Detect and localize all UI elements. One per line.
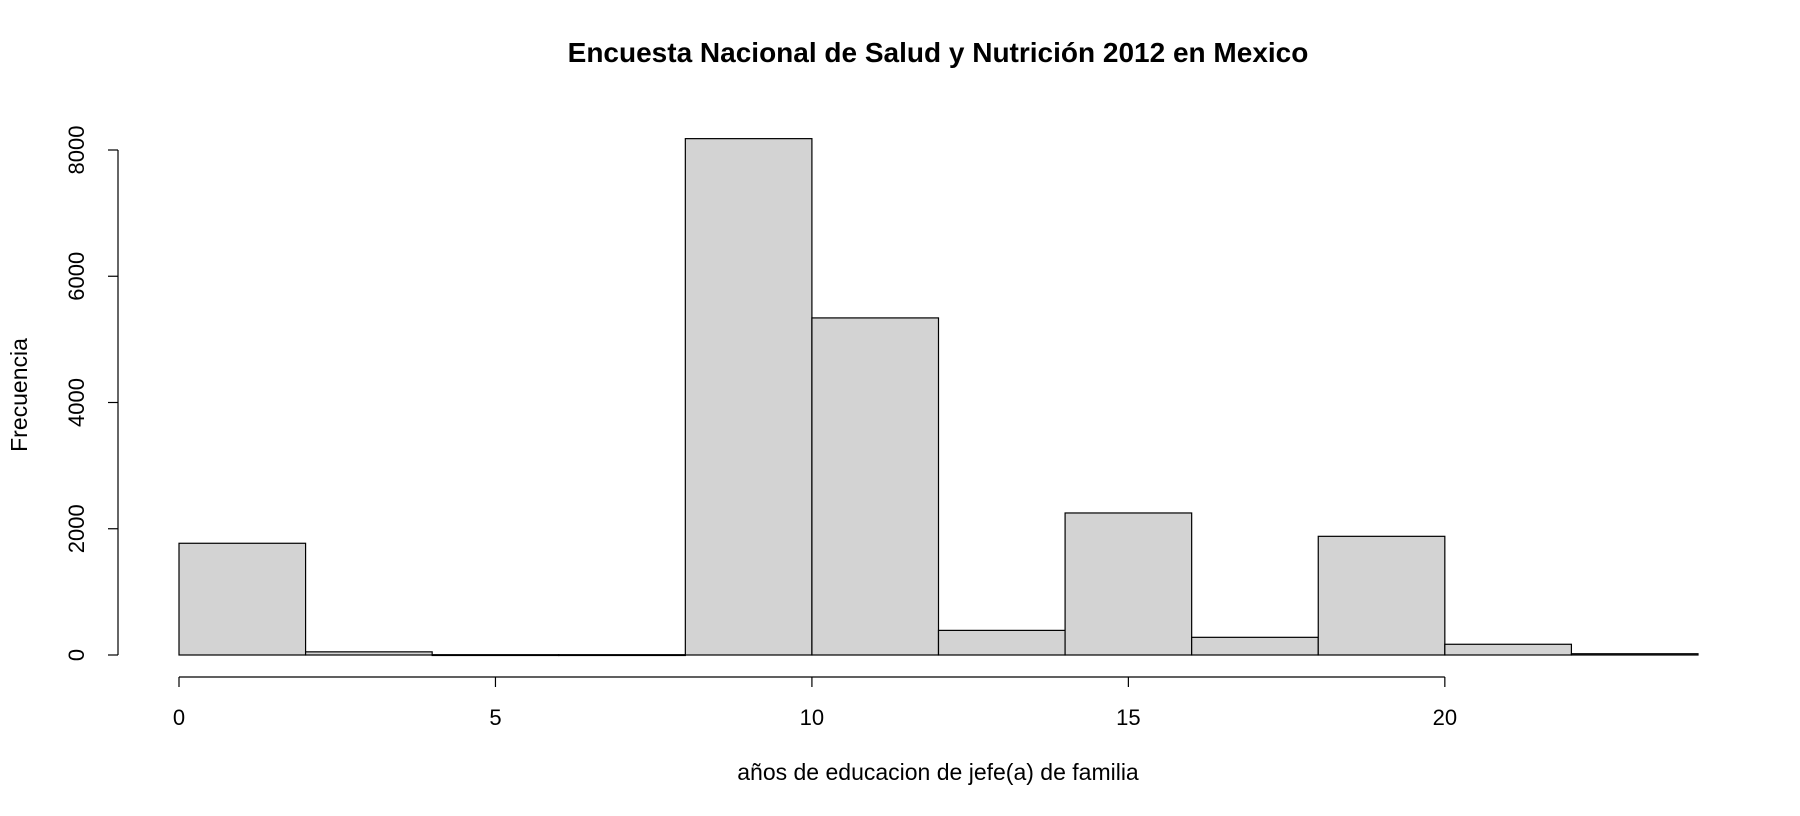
histogram-bar-2-4 (304, 651, 433, 656)
histogram-bar-4-6 (431, 654, 560, 657)
histogram-bar-20-22 (1444, 643, 1573, 656)
y-tick-label: 6000 (64, 252, 89, 301)
y-tick-label: 4000 (64, 378, 89, 427)
chart-title: Encuesta Nacional de Salud y Nutrición 2… (568, 37, 1309, 68)
y-tick-label: 0 (64, 649, 89, 661)
histogram-bar-10-12 (811, 317, 940, 656)
x-tick-label: 15 (1116, 705, 1140, 730)
y-axis-label: Frecuencia (6, 338, 32, 452)
x-tick-label: 10 (800, 705, 824, 730)
y-tick-label: 2000 (64, 504, 89, 553)
histogram-bar-0-2 (178, 542, 307, 656)
bars-group (178, 138, 1699, 657)
x-tick-label: 0 (173, 705, 185, 730)
y-tick-label: 8000 (64, 126, 89, 175)
histogram-bar-16-18 (1191, 636, 1319, 656)
x-axis-label: años de educacion de jefe(a) de familia (737, 759, 1139, 785)
histogram-bar-6-8 (558, 654, 686, 657)
histogram-bar-14-16 (1064, 512, 1193, 656)
y-axis: 0 2000 4000 6000 8000 (64, 126, 119, 661)
histogram-bar-8-10 (684, 138, 813, 656)
histogram-bar-22-24 (1570, 653, 1699, 656)
x-tick-label: 5 (489, 705, 501, 730)
x-tick-label: 20 (1433, 705, 1457, 730)
histogram-bar-12-14 (937, 629, 1066, 656)
histogram-bar-18-20 (1317, 535, 1446, 656)
x-axis: 0 5 10 15 20 (173, 676, 1457, 730)
